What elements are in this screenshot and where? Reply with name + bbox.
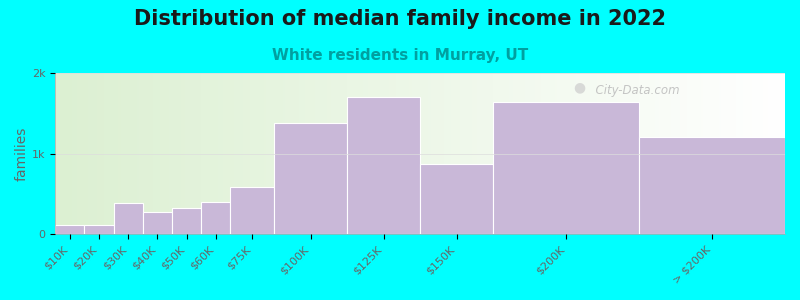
Bar xyxy=(230,188,274,234)
Bar xyxy=(493,102,639,234)
Bar xyxy=(347,97,420,234)
Bar xyxy=(114,203,142,234)
Bar xyxy=(274,123,347,234)
Text: White residents in Murray, UT: White residents in Murray, UT xyxy=(272,48,528,63)
Bar xyxy=(201,202,230,234)
Text: City-Data.com: City-Data.com xyxy=(588,84,679,97)
Text: Distribution of median family income in 2022: Distribution of median family income in … xyxy=(134,9,666,29)
Bar xyxy=(172,208,201,234)
Y-axis label: families: families xyxy=(15,126,29,181)
Bar xyxy=(55,224,84,234)
Text: ●: ● xyxy=(574,80,586,94)
Bar xyxy=(84,225,114,234)
Bar xyxy=(420,164,493,234)
Bar xyxy=(142,212,172,234)
Bar xyxy=(639,137,785,234)
